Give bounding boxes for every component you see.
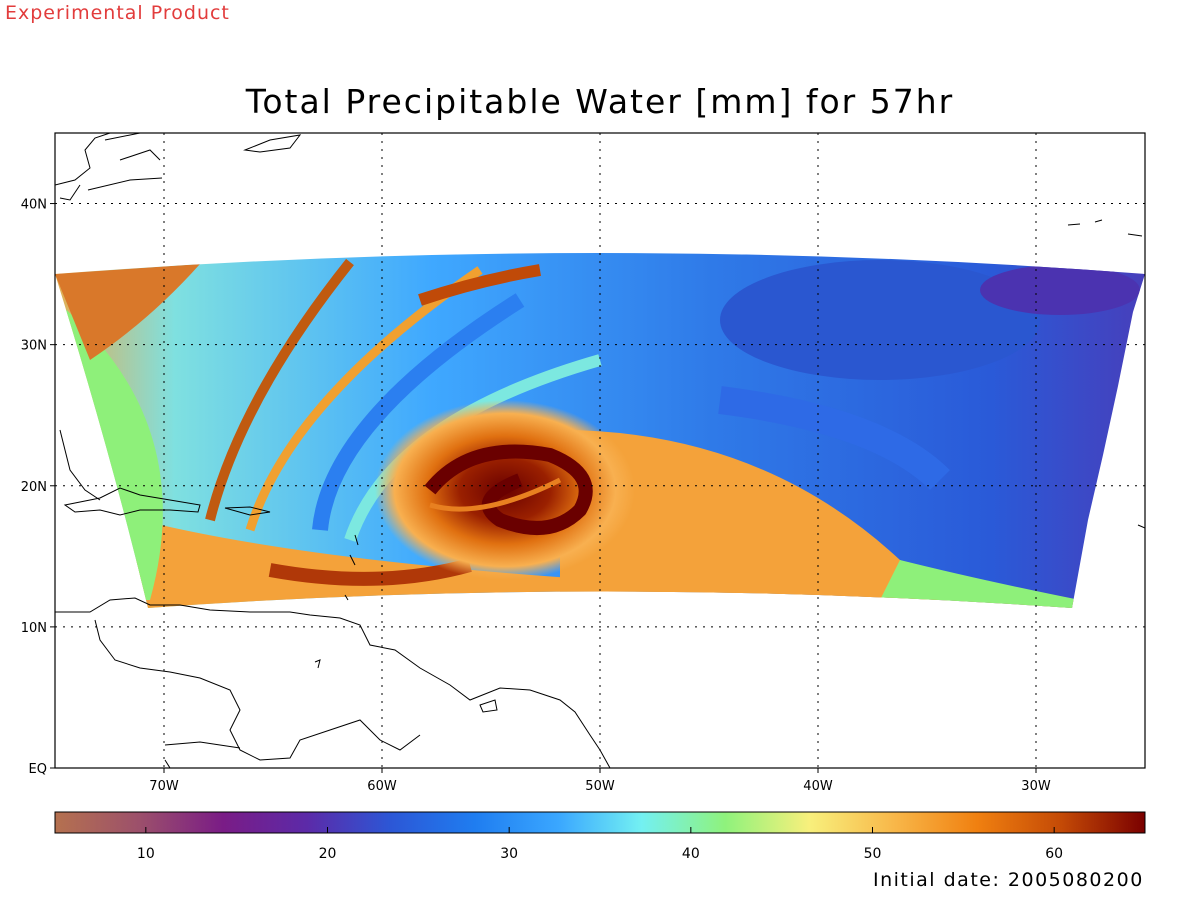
colorbar-tick-label: 10 bbox=[137, 846, 155, 862]
lon-tick-label: 70W bbox=[149, 779, 179, 794]
initial-date-label: Initial date: 2005080200 bbox=[873, 869, 1144, 891]
colorbar-tick-label: 20 bbox=[319, 846, 337, 862]
lat-tick-label: 10N bbox=[21, 621, 47, 636]
lat-tick-label: 30N bbox=[21, 339, 47, 354]
colorbar-tick-label: 50 bbox=[864, 846, 882, 862]
colorbar-ticks: 10 20 30 40 50 60 bbox=[137, 827, 1063, 862]
coastlines bbox=[55, 133, 1145, 768]
lon-tick-label: 60W bbox=[367, 779, 397, 794]
colorbar-tick-label: 60 bbox=[1045, 846, 1063, 862]
colorbar bbox=[54, 811, 1146, 834]
precipitable-water-field bbox=[55, 253, 1145, 608]
experimental-product-label: Experimental Product bbox=[5, 2, 230, 24]
lat-tick-label: 40N bbox=[21, 198, 47, 213]
lon-tick-label: 50W bbox=[585, 779, 615, 794]
lat-tick-label: EQ bbox=[29, 762, 47, 777]
lon-tick-label: 30W bbox=[1021, 779, 1051, 794]
chart-title: Total Precipitable Water [mm] for 57hr bbox=[245, 82, 955, 121]
grid-lines bbox=[55, 133, 1145, 768]
latitude-axis: EQ 10N 20N 30N 40N bbox=[21, 198, 55, 777]
colorbar-tick-label: 40 bbox=[682, 846, 700, 862]
lon-tick-label: 40W bbox=[803, 779, 833, 794]
lat-tick-label: 20N bbox=[21, 480, 47, 495]
longitude-axis: 70W 60W 50W 40W 30W bbox=[149, 768, 1051, 794]
colorbar-tick-label: 30 bbox=[500, 846, 518, 862]
